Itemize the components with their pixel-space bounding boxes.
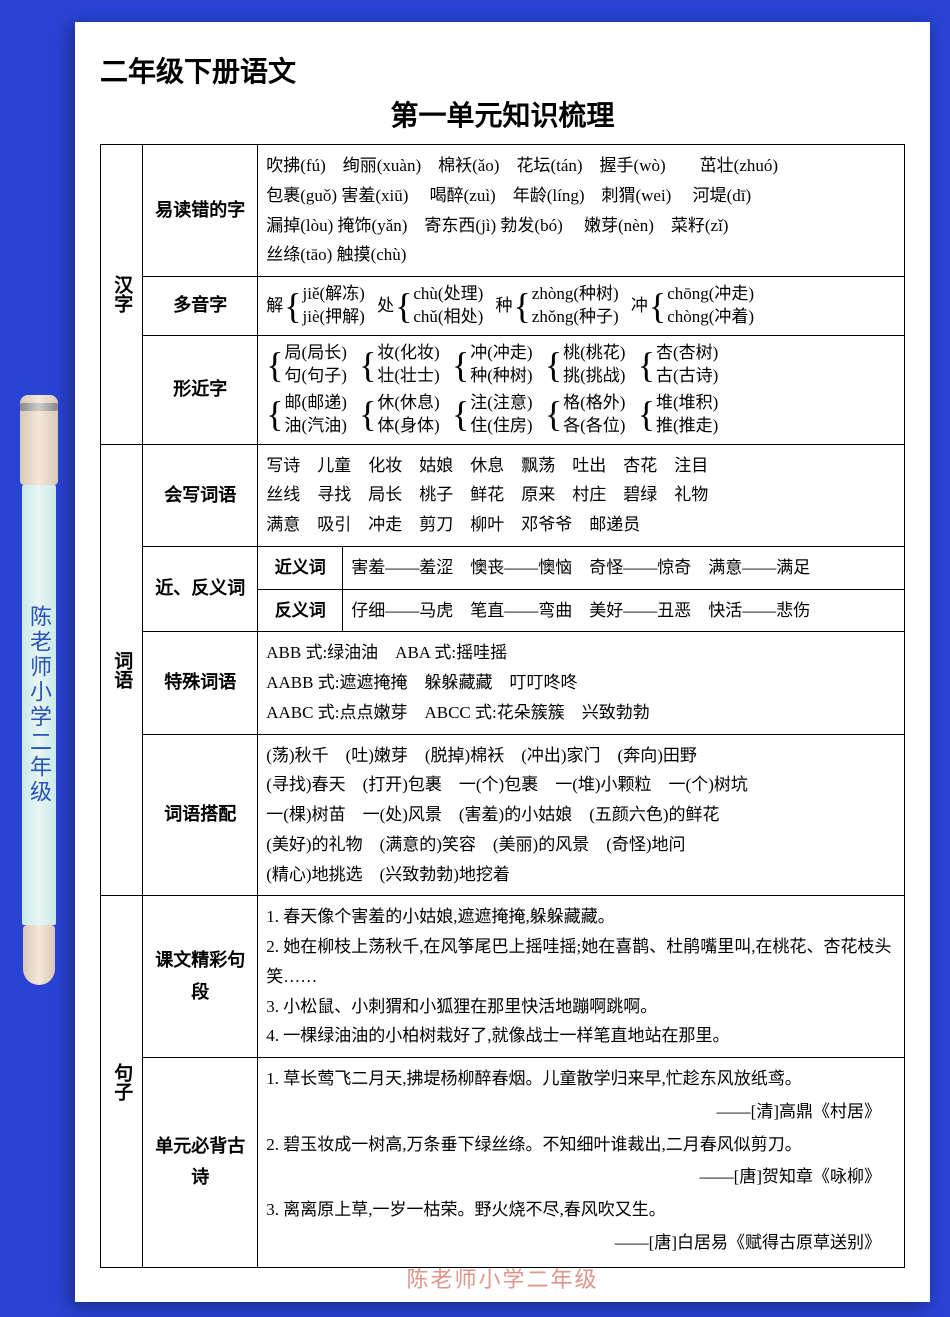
subcat-jinfan: 近、反义词 — [143, 546, 258, 632]
category-juzi: 句子 — [101, 896, 143, 1267]
fan-content: 仔细——马虎 笔直——弯曲 美好——丑恶 快活——悲伤 — [343, 589, 905, 632]
subcat-duoyin: 多音字 — [143, 277, 258, 336]
huixie-content: 写诗 儿童 化妆 姑娘 休息 飘荡 吐出 杏花 注目 丝线 寻找 局长 桃子 鲜… — [258, 444, 905, 546]
jin-content: 害羞——羞涩 懊丧——懊恼 奇怪——惊奇 满意——满足 — [343, 546, 905, 589]
pen-label: 陈老师小学二年级 — [23, 605, 55, 805]
pen-decoration: 陈老师小学二年级 — [20, 395, 60, 985]
subcat-gushi: 单元必背古诗 — [143, 1058, 258, 1268]
subcat-teshu: 特殊词语 — [143, 632, 258, 734]
fan-label: 反义词 — [258, 589, 343, 632]
duoyin-content: 解{jiě(解冻)jiè(押解) 处{chù(处理)chǔ(相处) 种{zhòn… — [258, 277, 905, 336]
jin-label: 近义词 — [258, 546, 343, 589]
category-hanzi: 汉字 — [101, 145, 143, 445]
teshu-content: ABB 式:绿油油 ABA 式:摇哇摇 AABB 式:遮遮掩掩 躲躲藏藏 叮叮咚… — [258, 632, 905, 734]
page-title: 第一单元知识梳理 — [100, 94, 905, 134]
page-header: 二年级下册语文 — [100, 50, 905, 90]
xingjin-content: {局(局长)句(句子) {妆(化妆)壮(壮士) {冲(冲走)种(种树) {桃(桃… — [258, 335, 905, 444]
category-ciyu: 词语 — [101, 444, 143, 896]
dapei-content: (荡)秋千 (吐)嫩芽 (脱掉)棉袄 (冲出)家门 (奔向)田野 (寻找)春天 … — [258, 734, 905, 896]
main-table: 汉字 易读错的字 吹拂(fú) 绚丽(xuàn) 棉袄(ǎo) 花坛(tán) … — [100, 144, 905, 1268]
subcat-xingjin: 形近字 — [143, 335, 258, 444]
subcat-huixie: 会写词语 — [143, 444, 258, 546]
watermark: 陈老师小学二年级 — [75, 1262, 930, 1294]
gushi-content: 1. 草长莺飞二月天,拂堤杨柳醉春烟。儿童散学归来早,忙趁东风放纸鸢。 ——[清… — [258, 1058, 905, 1268]
jingcai-content: 1. 春天像个害羞的小姑娘,遮遮掩掩,躲躲藏藏。 2. 她在柳枝上荡秋千,在风筝… — [258, 896, 905, 1058]
yiducuo-content: 吹拂(fú) 绚丽(xuàn) 棉袄(ǎo) 花坛(tán) 握手(wò) 茁壮… — [258, 145, 905, 277]
subcat-jingcai: 课文精彩句段 — [143, 896, 258, 1058]
worksheet-page: 二年级下册语文 第一单元知识梳理 汉字 易读错的字 吹拂(fú) 绚丽(xuàn… — [75, 22, 930, 1302]
subcat-yiducuo: 易读错的字 — [143, 145, 258, 277]
subcat-dapei: 词语搭配 — [143, 734, 258, 896]
